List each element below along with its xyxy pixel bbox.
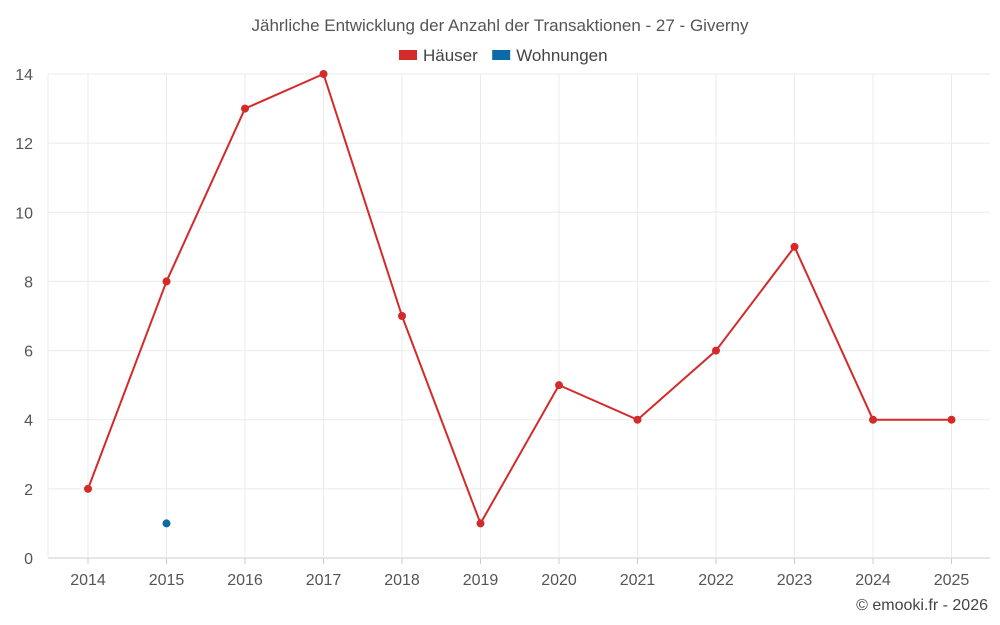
data-point (241, 104, 249, 113)
y-tick-label: 6 (24, 344, 33, 361)
x-tick-label: 2017 (306, 572, 342, 589)
y-tick-label: 12 (15, 136, 33, 153)
x-axis-ticks: 2014 2015 2016 2017 2018 2019 2020 2021 2022 2023… (70, 572, 969, 589)
data-point (633, 415, 642, 424)
x-tick-label: 2018 (384, 572, 420, 589)
x-tick-label: 2023 (777, 572, 813, 589)
data-point (398, 312, 406, 320)
data-point (555, 381, 563, 390)
x-tick-label: 2014 (70, 572, 106, 589)
x-tick-label: 2022 (698, 572, 734, 589)
data-point (162, 519, 171, 528)
x-tick-label: 2025 (934, 572, 970, 589)
data-point (869, 415, 877, 424)
data-point (162, 277, 171, 286)
x-tick-label: 2016 (227, 572, 263, 589)
gridlines (47, 73, 990, 564)
data-point (84, 484, 92, 493)
legend-swatch (492, 50, 511, 60)
y-tick-label: 10 (15, 205, 33, 222)
data-point (947, 415, 956, 424)
y-tick-label: 2 (24, 482, 33, 499)
plot-area (84, 70, 956, 528)
data-point (790, 242, 799, 251)
y-tick-label: 8 (24, 274, 33, 291)
x-tick-label: 2024 (855, 572, 891, 589)
y-axis-ticks: 0 2 4 6 8 10 12 14 (15, 67, 33, 568)
legend-label: Wohnungen (516, 46, 607, 65)
x-tick-label: 2021 (620, 572, 656, 589)
legend-label: Häuser (423, 46, 478, 65)
x-tick-label: 2020 (541, 572, 577, 589)
credit-text: © emooki.fr - 2026 (856, 597, 988, 614)
y-tick-label: 14 (15, 67, 33, 84)
series-line (87, 73, 952, 525)
y-tick-label: 4 (24, 413, 33, 430)
data-point (476, 519, 485, 528)
data-point (319, 70, 328, 78)
x-tick-label: 2019 (463, 572, 499, 589)
chart-title: Jährliche Entwicklung der Anzahl der Tra… (251, 16, 749, 35)
x-tick-label: 2015 (149, 572, 185, 589)
y-tick-label: 0 (24, 551, 33, 568)
legend-swatch (399, 50, 417, 60)
data-point (712, 346, 720, 355)
legend: Häuser Wohnungen (399, 46, 608, 65)
